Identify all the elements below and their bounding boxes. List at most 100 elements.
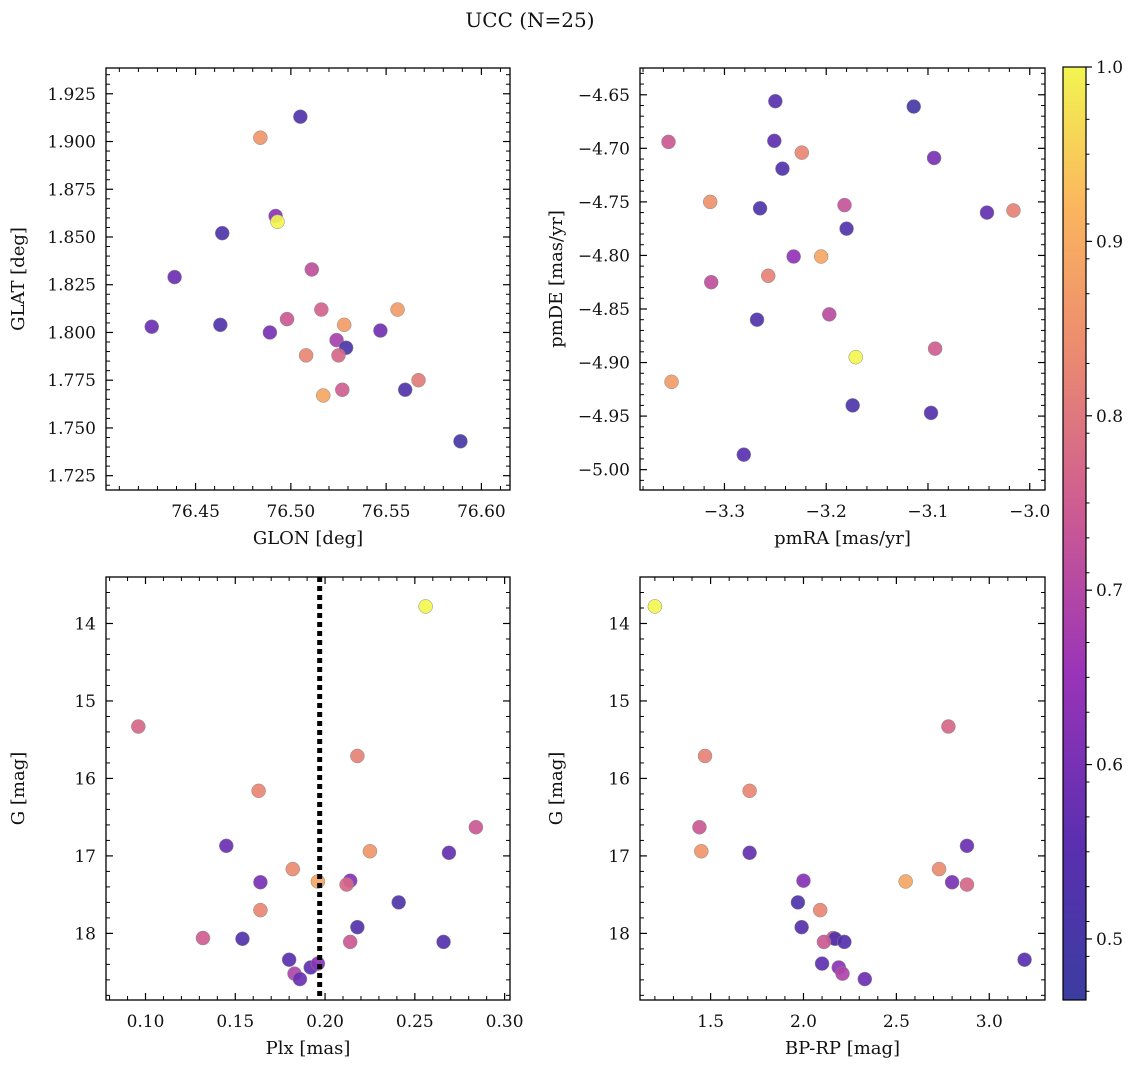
data-point bbox=[235, 931, 250, 947]
y-tick-label: 1.800 bbox=[47, 323, 96, 343]
data-point bbox=[281, 952, 297, 967]
data-point bbox=[694, 844, 709, 859]
data-point bbox=[304, 262, 320, 277]
x-axis-label: Plx [mas] bbox=[266, 1038, 351, 1059]
data-point bbox=[702, 194, 718, 210]
axes-frame bbox=[639, 67, 1046, 491]
data-point bbox=[931, 861, 947, 877]
x-tick-label: 0.20 bbox=[306, 1012, 344, 1032]
y-tick-label: 18 bbox=[608, 924, 630, 944]
data-point bbox=[736, 447, 752, 462]
data-point bbox=[298, 348, 314, 363]
data-point bbox=[331, 348, 346, 363]
x-tick-label: −3.2 bbox=[806, 502, 847, 522]
colorbar-tick-label: 0.6 bbox=[1096, 756, 1123, 776]
data-point bbox=[898, 874, 913, 889]
y-tick-label: 1.750 bbox=[47, 419, 96, 439]
data-point bbox=[315, 388, 331, 403]
data-point bbox=[373, 323, 388, 338]
data-point bbox=[362, 844, 378, 859]
data-point bbox=[857, 971, 873, 987]
x-tick-label: 2.5 bbox=[883, 1012, 910, 1032]
y-axis-label: G [mag] bbox=[8, 752, 29, 825]
axes-frame bbox=[105, 576, 511, 1001]
x-tick-label: 0.25 bbox=[396, 1012, 434, 1032]
data-point bbox=[219, 838, 234, 854]
data-point bbox=[794, 919, 809, 935]
data-point bbox=[749, 312, 765, 327]
data-point bbox=[390, 302, 405, 317]
panel-top-left: 76.45 76.50 76.55 76.60 1.725 1.750 1.775 1.800… bbox=[8, 67, 511, 549]
y-tick-label: 18 bbox=[74, 924, 96, 944]
data-point bbox=[253, 902, 268, 918]
data-point bbox=[959, 877, 975, 892]
x-tick-label: 76.60 bbox=[457, 502, 506, 522]
data-point bbox=[752, 201, 768, 216]
data-point bbox=[253, 874, 268, 890]
data-point bbox=[923, 405, 939, 421]
panel-top-right: −3.3 −3.2 −3.1 −3.0 −5.00 −4.95 −4.90 −4.85 −4.8… bbox=[546, 67, 1050, 549]
panel-bottom-left: 0.10 0.15 0.20 0.25 0.30 14 15 16 17 18 Plx [mas] G… bbox=[8, 576, 524, 1059]
data-point bbox=[839, 221, 854, 236]
ticks: 0.10 0.15 0.20 0.25 0.30 14 15 16 17 18 bbox=[74, 576, 524, 1032]
y-tick-label: 15 bbox=[608, 692, 630, 712]
y-tick-label: −4.95 bbox=[578, 407, 630, 427]
x-axis-label: pmRA [mas/yr] bbox=[774, 528, 911, 549]
x-tick-label: 76.55 bbox=[362, 502, 411, 522]
scatter-points bbox=[647, 599, 1032, 987]
data-point bbox=[837, 197, 852, 213]
y-tick-label: 15 bbox=[74, 692, 96, 712]
data-point bbox=[816, 934, 832, 950]
x-tick-label: −3.0 bbox=[1009, 502, 1050, 522]
data-point bbox=[906, 99, 921, 114]
y-tick-label: 1.925 bbox=[47, 85, 96, 105]
x-tick-label: −3.3 bbox=[704, 502, 745, 522]
axes-frame bbox=[105, 67, 511, 491]
scatter-points bbox=[131, 599, 484, 987]
data-point bbox=[167, 269, 182, 285]
data-point bbox=[742, 783, 757, 799]
data-point bbox=[786, 249, 801, 264]
colorbar-tick-label: 0.5 bbox=[1096, 930, 1123, 950]
data-point bbox=[742, 845, 757, 861]
x-tick-label: 0.15 bbox=[216, 1012, 254, 1032]
y-tick-label: 16 bbox=[608, 769, 630, 789]
ticks: 76.45 76.50 76.55 76.60 1.725 1.750 1.775 1.800… bbox=[47, 68, 510, 522]
figure-title: UCC (N=25) bbox=[465, 8, 594, 32]
y-tick-label: −4.90 bbox=[578, 354, 630, 374]
data-point bbox=[339, 877, 354, 892]
data-point bbox=[453, 434, 468, 449]
data-point bbox=[926, 150, 942, 166]
y-tick-label: 1.850 bbox=[47, 228, 96, 248]
y-tick-label: 1.825 bbox=[47, 276, 96, 296]
data-point bbox=[941, 719, 956, 734]
data-point bbox=[796, 873, 811, 888]
y-tick-label: 1.725 bbox=[47, 467, 96, 487]
data-point bbox=[285, 861, 300, 877]
data-point bbox=[767, 133, 782, 149]
data-point bbox=[845, 398, 860, 413]
x-tick-label: −3.1 bbox=[907, 502, 948, 522]
data-point bbox=[835, 966, 850, 981]
data-point bbox=[468, 819, 484, 835]
y-tick-label: 1.875 bbox=[47, 180, 96, 200]
x-tick-label: 76.50 bbox=[267, 502, 316, 522]
colorbar: 0.5 0.6 0.7 0.8 0.9 1.0 bbox=[1062, 58, 1123, 1001]
data-point bbox=[1017, 952, 1032, 967]
data-point bbox=[329, 332, 344, 348]
data-point bbox=[251, 783, 266, 799]
data-point bbox=[813, 249, 829, 264]
scatter-points bbox=[144, 109, 468, 449]
data-point bbox=[214, 225, 230, 241]
data-point bbox=[436, 934, 451, 950]
data-point bbox=[397, 382, 413, 398]
y-tick-label: −4.70 bbox=[578, 139, 630, 159]
x-tick-label: 0.30 bbox=[486, 1012, 524, 1032]
data-point bbox=[279, 311, 295, 327]
data-point bbox=[441, 845, 457, 861]
data-point bbox=[703, 274, 719, 290]
data-point bbox=[959, 838, 975, 854]
data-point bbox=[293, 109, 308, 124]
data-point bbox=[944, 874, 960, 890]
